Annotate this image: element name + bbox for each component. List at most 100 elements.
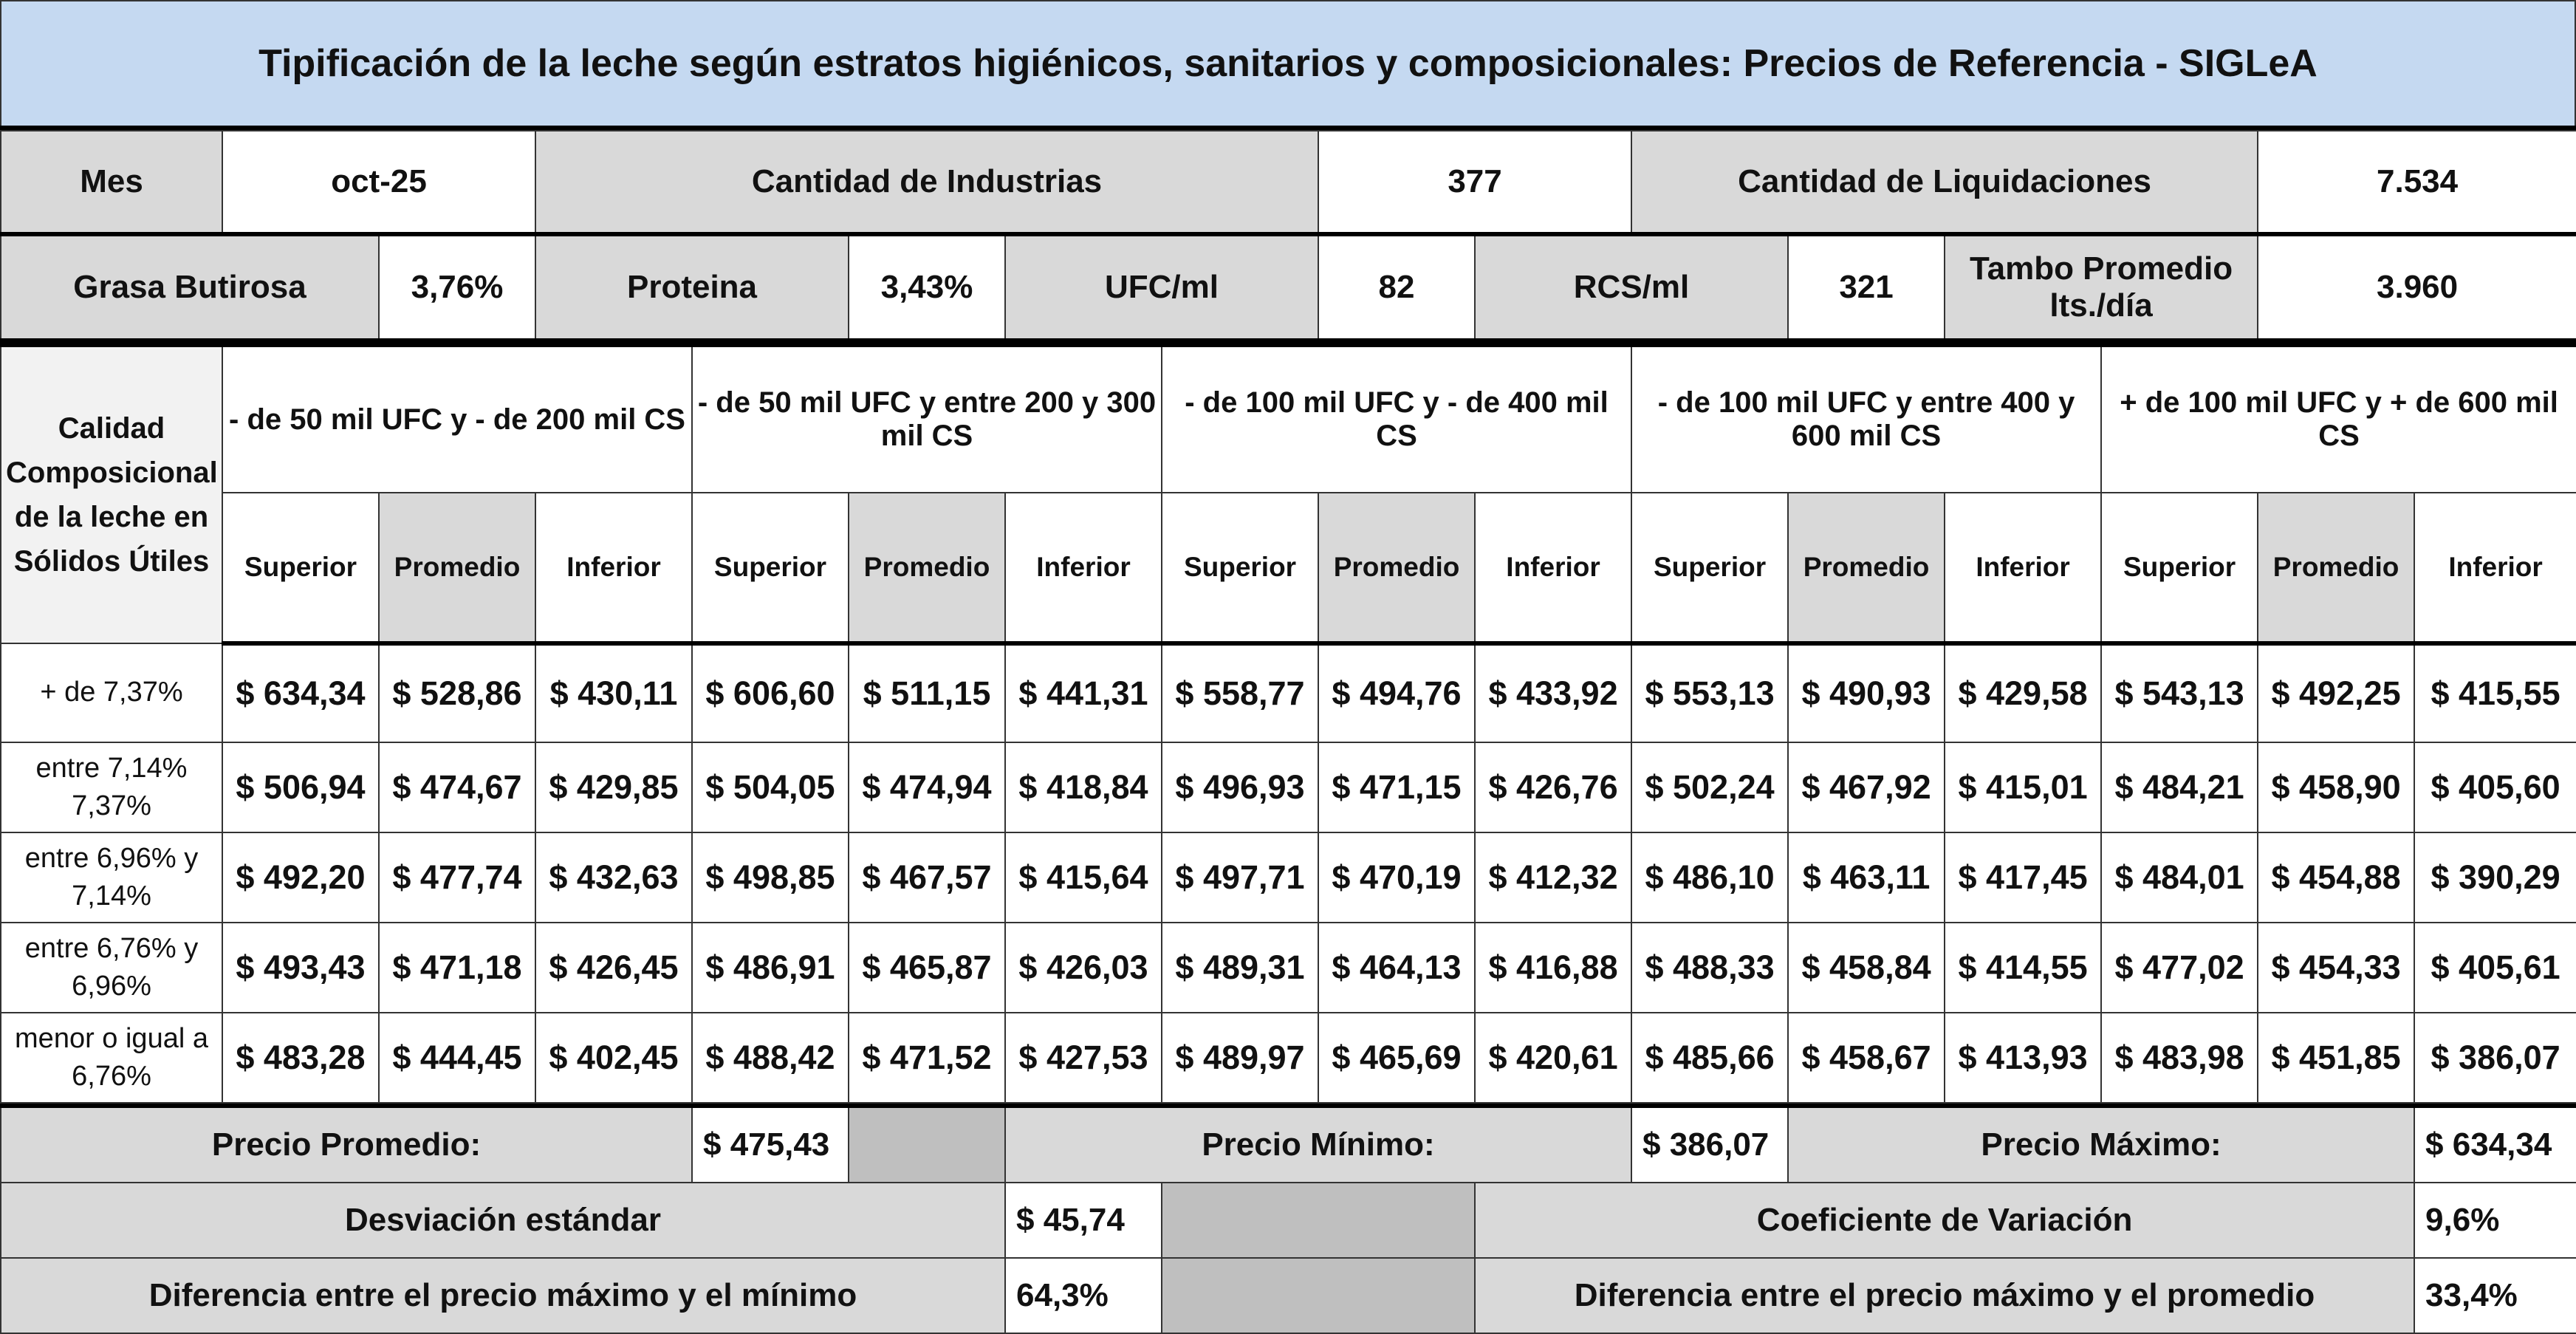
- info-table: Mes oct-25 Cantidad de Industrias 377 Ca…: [0, 130, 2576, 343]
- subcol-header: Superior: [2100, 492, 2259, 646]
- price-cell: $ 634,34: [222, 643, 380, 743]
- price-cell: $ 483,28: [222, 1012, 380, 1104]
- price-cell: $ 415,01: [1944, 742, 2103, 833]
- price-cell: $ 454,88: [2257, 832, 2416, 923]
- table-row: entre 6,96% y 7,14% $ 492,20 $ 477,74 $ 432…: [0, 832, 2576, 923]
- price-cell: $ 458,67: [1787, 1012, 1946, 1104]
- subcol-header: Promedio: [1787, 492, 1946, 646]
- filler-cell: [848, 1104, 1006, 1183]
- liquidaciones-value: 7.534: [2257, 130, 2576, 236]
- mes-value: oct-25: [222, 130, 536, 236]
- price-cell: $ 474,94: [848, 742, 1006, 833]
- price-cell: $ 426,76: [1474, 742, 1633, 833]
- price-cell: $ 488,33: [1631, 922, 1789, 1013]
- row-label: entre 7,14% 7,37%: [0, 742, 223, 833]
- price-cell: $ 496,93: [1161, 742, 1320, 833]
- price-cell: $ 454,33: [2257, 922, 2416, 1013]
- price-cell: $ 489,31: [1161, 922, 1320, 1013]
- row-label: + de 7,37%: [0, 643, 223, 743]
- ufc-value: 82: [1318, 233, 1476, 343]
- price-cell: $ 498,85: [691, 832, 849, 923]
- subcol-header: Superior: [1161, 492, 1320, 646]
- precio-maximo-value: $ 634,34: [2414, 1104, 2576, 1183]
- price-cell: $ 465,69: [1318, 1012, 1476, 1104]
- price-cell: $ 427,53: [1004, 1012, 1163, 1104]
- price-cell: $ 390,29: [2414, 832, 2576, 923]
- price-cell: $ 429,85: [535, 742, 693, 833]
- price-cell: $ 489,97: [1161, 1012, 1320, 1104]
- subcol-header: Promedio: [378, 492, 536, 646]
- ufc-label: UFC/ml: [1004, 233, 1320, 343]
- summary-table: Precio Promedio: $ 475,43 Precio Mínimo:…: [0, 1104, 2576, 1334]
- price-cell: $ 432,63: [535, 832, 693, 923]
- price-cell: $ 543,13: [2100, 643, 2259, 743]
- price-cell: $ 465,87: [848, 922, 1006, 1013]
- price-cell: $ 492,20: [222, 832, 380, 923]
- precio-minimo-label: Precio Mínimo:: [1004, 1104, 1632, 1183]
- group-header: - de 50 mil UFC y - de 200 mil CS: [222, 343, 693, 493]
- desviacion-label: Desviación estándar: [0, 1182, 1006, 1259]
- group-header: - de 100 mil UFC y - de 400 mil CS: [1161, 343, 1633, 493]
- price-cell: $ 451,85: [2257, 1012, 2416, 1104]
- industrias-value: 377: [1318, 130, 1633, 236]
- subcol-header: Inferior: [535, 492, 693, 646]
- group-header: - de 50 mil UFC y entre 200 y 300 mil CS: [691, 343, 1163, 493]
- table-row: menor o igual a 6,76% $ 483,28 $ 444,45 $ 4…: [0, 1012, 2576, 1104]
- industrias-label: Cantidad de Industrias: [534, 130, 1320, 236]
- price-cell: $ 464,13: [1318, 922, 1476, 1013]
- precio-minimo-value: $ 386,07: [1631, 1104, 1789, 1183]
- price-cell: $ 488,42: [691, 1012, 849, 1104]
- price-cell: $ 502,24: [1631, 742, 1789, 833]
- price-cell: $ 444,45: [378, 1012, 536, 1104]
- price-cell: $ 486,10: [1631, 832, 1789, 923]
- price-cell: $ 474,67: [378, 742, 536, 833]
- tambo-value: 3.960: [2257, 233, 2576, 343]
- row-label: entre 6,76% y 6,96%: [0, 922, 223, 1013]
- page-title: Tipificación de la leche según estratos …: [0, 0, 2576, 130]
- price-cell: $ 490,93: [1787, 643, 1946, 743]
- price-cell: $ 441,31: [1004, 643, 1163, 743]
- dif-min-value: 64,3%: [1004, 1257, 1162, 1334]
- subcol-header: Superior: [1631, 492, 1789, 646]
- dif-prom-value: 33,4%: [2414, 1257, 2576, 1334]
- price-cell: $ 558,77: [1161, 643, 1320, 743]
- price-cell: $ 420,61: [1474, 1012, 1633, 1104]
- precio-promedio-label: Precio Promedio:: [0, 1104, 693, 1183]
- price-cell: $ 483,98: [2100, 1012, 2259, 1104]
- price-cell: $ 477,02: [2100, 922, 2259, 1013]
- grasa-label: Grasa Butirosa: [0, 233, 380, 343]
- price-cell: $ 463,11: [1787, 832, 1946, 923]
- price-cell: $ 467,92: [1787, 742, 1946, 833]
- coef-value: 9,6%: [2414, 1182, 2576, 1259]
- price-cell: $ 412,32: [1474, 832, 1633, 923]
- price-cell: $ 606,60: [691, 643, 849, 743]
- price-cell: $ 470,19: [1318, 832, 1476, 923]
- subcol-header: Inferior: [1004, 492, 1163, 646]
- precio-promedio-value: $ 475,43: [691, 1104, 849, 1183]
- coef-label: Coeficiente de Variación: [1473, 1182, 2416, 1259]
- mes-label: Mes: [0, 130, 223, 236]
- price-cell: $ 492,25: [2257, 643, 2416, 743]
- row-label: menor o igual a 6,76%: [0, 1012, 223, 1104]
- group-header: - de 100 mil UFC y entre 400 y 600 mil C…: [1631, 343, 2103, 493]
- price-cell: $ 426,45: [535, 922, 693, 1013]
- price-cell: $ 415,64: [1004, 832, 1163, 923]
- price-cell: $ 511,15: [848, 643, 1006, 743]
- liquidaciones-label: Cantidad de Liquidaciones: [1631, 130, 2259, 236]
- price-cell: $ 405,61: [2414, 922, 2576, 1013]
- price-cell: $ 471,52: [848, 1012, 1006, 1104]
- subcol-header: Superior: [222, 492, 380, 646]
- price-cell: $ 504,05: [691, 742, 849, 833]
- grasa-value: 3,76%: [378, 233, 536, 343]
- subcol-header: Promedio: [2257, 492, 2416, 646]
- price-cell: $ 477,74: [378, 832, 536, 923]
- price-cell: $ 493,43: [222, 922, 380, 1013]
- price-cell: $ 414,55: [1944, 922, 2103, 1013]
- side-header: Calidad Composicional de la leche en Sól…: [0, 343, 223, 644]
- price-cell: $ 467,57: [848, 832, 1006, 923]
- price-cell: $ 484,21: [2100, 742, 2259, 833]
- dif-min-label: Diferencia entre el precio máximo y el m…: [0, 1257, 1006, 1334]
- price-cell: $ 553,13: [1631, 643, 1789, 743]
- subcol-header: Promedio: [1318, 492, 1476, 646]
- subcol-header: Superior: [691, 492, 849, 646]
